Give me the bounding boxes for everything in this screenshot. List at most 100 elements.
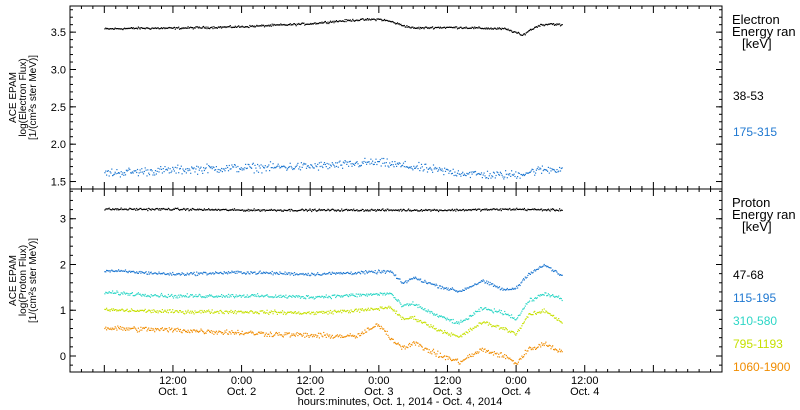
data-point	[400, 208, 402, 210]
data-point	[466, 318, 468, 320]
data-point	[268, 24, 270, 26]
data-point	[532, 348, 534, 351]
data-point	[214, 311, 216, 313]
data-point	[204, 209, 206, 211]
data-point	[452, 288, 454, 290]
data-point	[366, 309, 368, 311]
data-point	[187, 208, 189, 210]
data-point	[137, 175, 139, 177]
data-point	[366, 272, 368, 274]
data-point	[359, 272, 361, 274]
data-point	[480, 281, 482, 283]
data-point	[221, 332, 223, 334]
data-point	[508, 358, 510, 360]
data-point	[291, 296, 293, 298]
data-point	[269, 335, 271, 337]
data-point	[285, 167, 287, 169]
data-point	[426, 324, 429, 326]
data-point	[153, 294, 155, 297]
data-point	[306, 333, 308, 335]
data-point	[299, 166, 301, 168]
data-point	[366, 209, 368, 211]
data-point	[411, 26, 413, 28]
data-point	[469, 286, 471, 288]
data-point	[153, 329, 155, 331]
data-point	[271, 296, 273, 298]
data-point	[480, 27, 482, 29]
data-point	[354, 273, 356, 275]
data-point	[467, 287, 469, 289]
data-point	[444, 331, 447, 334]
data-point	[114, 326, 116, 328]
data-point	[112, 208, 115, 210]
data-point	[385, 333, 387, 335]
data-point	[285, 209, 287, 211]
data-point	[381, 20, 383, 22]
data-point	[371, 328, 373, 330]
data-point	[277, 273, 279, 275]
data-point	[225, 295, 227, 297]
data-point	[484, 27, 486, 29]
data-point	[233, 311, 236, 313]
data-point	[416, 321, 418, 323]
data-point	[357, 271, 359, 273]
data-point	[492, 285, 495, 287]
data-point	[473, 284, 475, 287]
data-point	[197, 27, 199, 29]
data-point	[384, 307, 386, 309]
data-point	[287, 24, 290, 26]
data-point	[414, 27, 416, 29]
data-point	[354, 335, 356, 337]
data-point	[468, 318, 470, 320]
data-point	[470, 355, 472, 358]
data-point	[390, 337, 393, 340]
data-point	[379, 328, 381, 330]
data-point	[379, 159, 381, 161]
data-point	[556, 169, 558, 171]
data-point	[274, 296, 276, 298]
data-point	[341, 273, 343, 275]
data-point	[560, 24, 562, 26]
data-point	[299, 209, 301, 211]
data-point	[366, 163, 368, 165]
proton-series-115-195	[104, 263, 563, 293]
data-point	[471, 329, 473, 331]
data-point	[322, 312, 324, 314]
data-point	[365, 270, 367, 272]
data-point	[435, 283, 437, 285]
data-point	[261, 210, 263, 212]
data-point	[280, 272, 282, 274]
data-point	[164, 273, 166, 275]
data-point	[285, 294, 287, 296]
data-point	[438, 316, 440, 318]
data-point	[172, 331, 174, 333]
data-point	[439, 26, 441, 28]
data-point	[178, 208, 180, 211]
data-point	[384, 18, 386, 21]
data-point	[517, 329, 519, 331]
data-point	[363, 332, 365, 334]
data-point	[398, 300, 400, 302]
data-point	[466, 287, 468, 289]
data-point	[340, 210, 342, 212]
data-point	[360, 308, 362, 310]
data-point	[168, 327, 170, 329]
data-point	[534, 269, 536, 271]
data-point	[243, 210, 245, 212]
data-point	[342, 210, 344, 212]
data-point	[292, 294, 294, 297]
data-point	[190, 294, 192, 296]
data-point	[348, 209, 350, 211]
data-point	[336, 334, 338, 336]
data-point	[158, 28, 160, 30]
data-point	[550, 208, 552, 210]
data-point	[193, 208, 195, 210]
data-point	[281, 296, 283, 298]
data-point	[148, 329, 151, 331]
data-point	[344, 160, 346, 162]
data-point	[502, 208, 504, 210]
data-point	[507, 357, 509, 359]
data-point	[210, 209, 212, 211]
data-point	[124, 28, 127, 30]
